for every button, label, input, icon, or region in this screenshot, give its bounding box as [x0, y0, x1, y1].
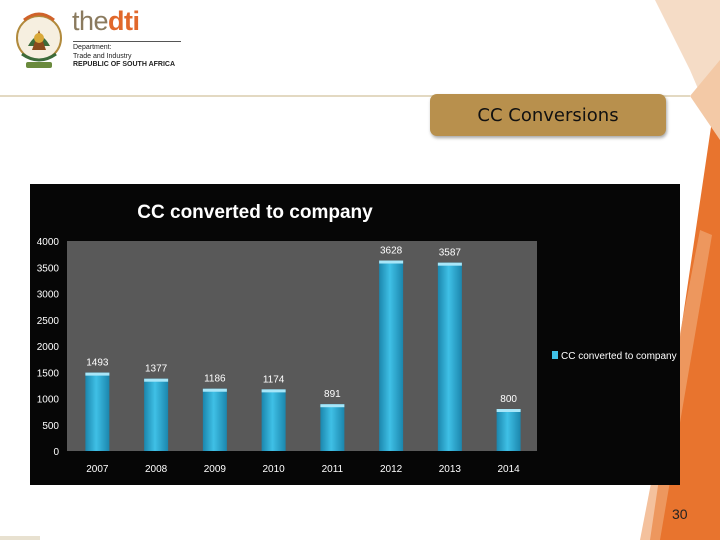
bar-2007 [85, 372, 110, 451]
x-tick-label: 2012 [380, 464, 403, 475]
bar-top-highlight [379, 260, 404, 264]
coat-of-arms-emblem [16, 12, 62, 68]
bar-2012 [379, 260, 404, 451]
legend-label: CC converted to company [561, 351, 677, 362]
bar-2008 [144, 378, 169, 451]
legend-swatch [552, 351, 558, 359]
bar-2014 [496, 409, 521, 451]
x-tick-label: 2007 [86, 464, 109, 475]
plot-area [67, 241, 537, 451]
bar-2009 [202, 388, 227, 451]
data-label-2008: 1377 [145, 364, 168, 375]
bar-2013 [437, 262, 462, 451]
data-label-2007: 1493 [86, 358, 109, 369]
slide-title: CC Conversions [430, 94, 666, 136]
header-divider [0, 95, 690, 97]
header: thedti Department: Trade and Industry RE… [0, 0, 720, 96]
y-tick-label: 0 [53, 447, 59, 458]
y-tick-label: 4000 [37, 237, 60, 248]
bar-2011 [320, 404, 345, 451]
y-tick-label: 2000 [37, 342, 60, 353]
x-tick-label: 2011 [322, 464, 344, 475]
x-tick-label: 2014 [498, 464, 521, 475]
y-tick-label: 3500 [37, 263, 60, 274]
page-number: 30 [672, 506, 688, 522]
bar-2010 [261, 389, 286, 451]
bar-chart: CC converted to company 0 500 1000 1500 2000… [37, 202, 677, 475]
dept-line-2: Trade and Industry [73, 52, 132, 60]
bar-top-highlight [261, 389, 286, 393]
bar-top-highlight [202, 388, 227, 392]
chart-title: CC converted to company [137, 202, 373, 223]
bar-top-highlight [144, 378, 169, 382]
data-label-2011: 891 [324, 389, 341, 400]
department-text: Department: Trade and Industry REPUBLIC … [73, 44, 175, 70]
bar-top-highlight [496, 409, 521, 412]
data-label-2013: 3587 [439, 248, 462, 259]
y-tick-label: 3000 [37, 290, 60, 301]
y-tick-label: 2500 [37, 316, 60, 327]
bar-top-highlight [85, 372, 110, 376]
chart-panel: CC converted to company 0 500 1000 1500 2000… [30, 184, 680, 485]
y-tick-label: 1000 [37, 395, 60, 406]
brand-logo: thedti [72, 6, 140, 37]
bar-top-highlight [320, 404, 345, 408]
data-label-2010: 1174 [263, 374, 285, 385]
dept-line-3: REPUBLIC OF SOUTH AFRICA [73, 61, 176, 68]
dept-line-1: Department: [73, 44, 112, 51]
brand-dti: dti [108, 6, 140, 36]
data-label-2014: 800 [500, 394, 517, 405]
y-tick-label: 1500 [37, 368, 60, 379]
bar-top-highlight [437, 262, 462, 266]
data-label-2009: 1186 [204, 374, 226, 385]
x-tick-label: 2010 [263, 464, 286, 475]
y-tick-label: 500 [42, 421, 59, 432]
footer-bar [0, 536, 40, 540]
x-tick-label: 2009 [204, 464, 227, 475]
x-tick-label: 2013 [439, 464, 462, 475]
brand-the: the [72, 6, 109, 36]
x-tick-label: 2008 [145, 464, 168, 475]
data-label-2012: 3628 [380, 246, 403, 257]
brand-divider [73, 41, 181, 42]
